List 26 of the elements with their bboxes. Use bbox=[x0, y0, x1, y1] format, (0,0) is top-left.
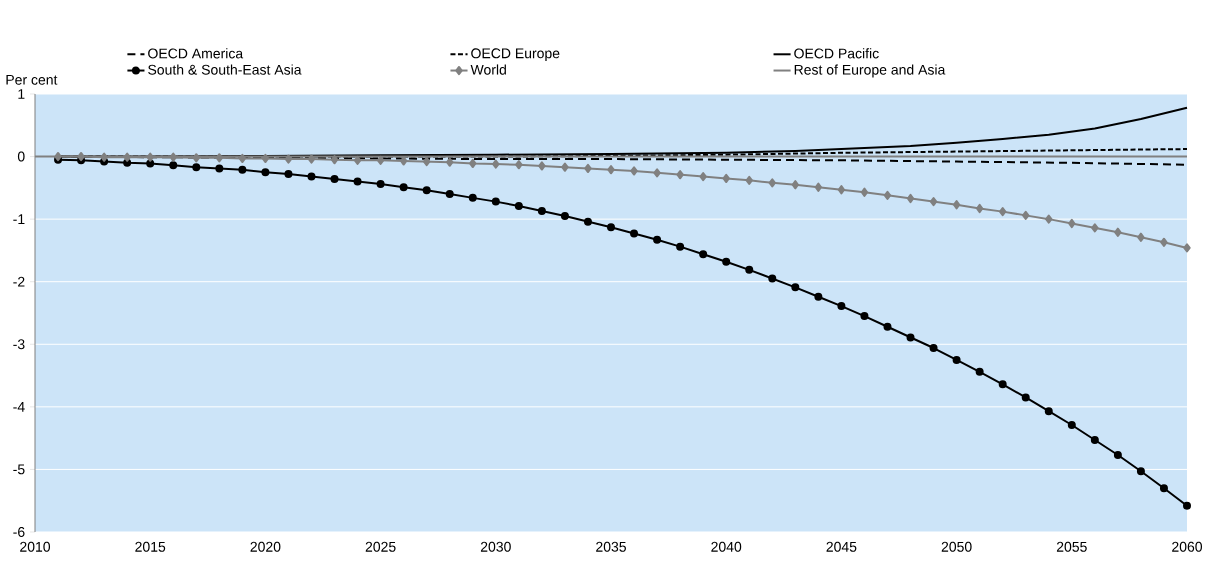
x-tick-label: 2020 bbox=[250, 541, 281, 552]
legend-label: South & South-East Asia bbox=[148, 64, 302, 75]
y-tick-label: 0 bbox=[17, 151, 25, 162]
legend-label: OECD Europe bbox=[471, 48, 560, 62]
x-tick-label: 2050 bbox=[941, 541, 972, 552]
x-tick-label: 2035 bbox=[596, 541, 626, 552]
x-tick-label: 2025 bbox=[365, 541, 396, 552]
y-tick-label: -2 bbox=[13, 276, 25, 287]
x-tick-label: 2060 bbox=[1172, 541, 1203, 552]
y-tick-label: -6 bbox=[13, 527, 25, 537]
legend-label: OECD Pacific bbox=[794, 48, 879, 59]
x-tick-label: 2055 bbox=[1056, 541, 1087, 552]
x-tick-label: 2010 bbox=[20, 541, 51, 552]
y-tick-label: -5 bbox=[13, 464, 25, 475]
y-tick-label: -3 bbox=[13, 339, 25, 350]
y-tick-label: -4 bbox=[13, 402, 25, 412]
x-tick-label: 2045 bbox=[826, 541, 857, 552]
legend-label: World bbox=[470, 64, 506, 75]
legend-label: OECD America bbox=[148, 48, 244, 59]
y-axis-title: Per cent bbox=[6, 74, 58, 85]
x-tick-label: 2015 bbox=[135, 541, 166, 552]
legend-label: Rest of Europe and Asia bbox=[794, 64, 946, 78]
x-tick-label: 2030 bbox=[480, 541, 511, 552]
x-tick-label: 2040 bbox=[711, 541, 742, 552]
y-tick-label: -1 bbox=[13, 214, 25, 224]
y-tick-label: 1 bbox=[18, 89, 25, 99]
